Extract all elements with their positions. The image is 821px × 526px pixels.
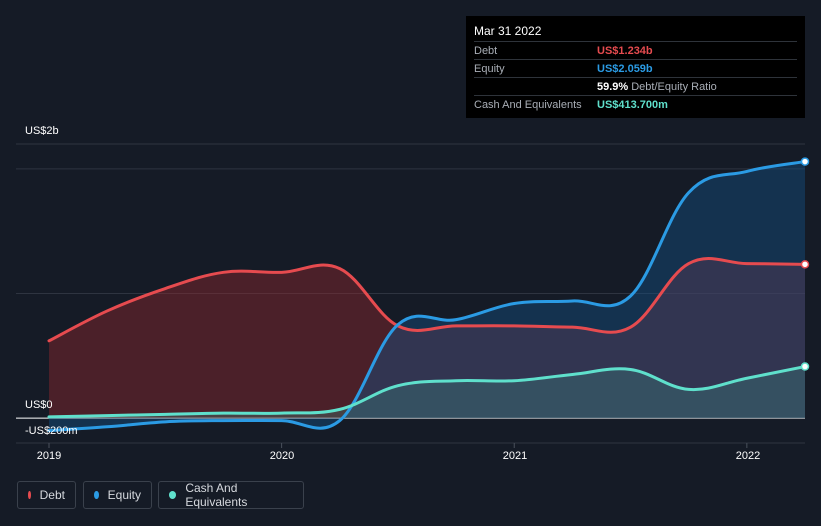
legend-dot-debt bbox=[28, 491, 31, 499]
tooltip-label-cash: Cash And Equivalents bbox=[474, 99, 582, 111]
area-equity bbox=[49, 161, 805, 431]
x-tick-label-2021: 2021 bbox=[502, 450, 528, 462]
tooltip-value-ratio: 59.9% bbox=[597, 81, 629, 93]
tooltip-value-debt: US$1.234b bbox=[597, 45, 653, 57]
legend-label-debt: Debt bbox=[39, 488, 65, 502]
line-equity bbox=[47, 160, 807, 433]
legend-item-equity[interactable]: Equity bbox=[83, 481, 152, 509]
endpoint-equity bbox=[800, 157, 810, 166]
line-debt bbox=[47, 256, 807, 343]
area-debt bbox=[49, 258, 805, 419]
tooltip-value-cash: US$413.700m bbox=[597, 99, 668, 111]
tooltip-ratio-caption: Debt/Equity Ratio bbox=[631, 81, 717, 93]
y-tick-label-top: US$2b bbox=[25, 125, 59, 137]
tooltip-row-cash: Cash And Equivalents US$413.700m bbox=[474, 95, 797, 113]
tooltip-date: Mar 31 2022 bbox=[474, 24, 542, 38]
x-tick-label-2022: 2022 bbox=[735, 450, 761, 462]
tooltip-label-ratio bbox=[474, 79, 597, 95]
x-tick-label-2020: 2020 bbox=[269, 450, 295, 462]
x-tick-label-2019: 2019 bbox=[36, 450, 62, 462]
legend-item-cash[interactable]: Cash And Equivalents bbox=[158, 481, 304, 509]
area-cash-and-equivalents bbox=[49, 366, 805, 419]
endpoint-cash-and-equivalents bbox=[800, 362, 810, 371]
line-cash-and-equivalents bbox=[47, 365, 807, 419]
legend-label-equity: Equity bbox=[107, 488, 141, 502]
tooltip-row-ratio: 59.9% Debt/Equity Ratio bbox=[474, 77, 797, 95]
tooltip-row-equity: Equity US$2.059b bbox=[474, 59, 797, 77]
y-tick-label-zero: US$0 bbox=[25, 399, 53, 411]
tooltip-label-debt: Debt bbox=[474, 45, 498, 57]
legend-item-debt[interactable]: Debt bbox=[17, 481, 76, 509]
tooltip-label-equity: Equity bbox=[474, 63, 505, 75]
tooltip-row-debt: Debt US$1.234b bbox=[474, 41, 797, 59]
y-tick-label-bottom: -US$200m bbox=[25, 425, 78, 437]
tooltip-value-equity: US$2.059b bbox=[597, 63, 653, 75]
legend-dot-equity bbox=[94, 491, 99, 499]
data-tooltip: Mar 31 2022 Debt US$1.234b Equity US$2.0… bbox=[466, 16, 805, 118]
legend-dot-cash bbox=[169, 491, 177, 499]
endpoint-debt bbox=[800, 260, 810, 269]
legend-label-cash: Cash And Equivalents bbox=[185, 481, 248, 509]
